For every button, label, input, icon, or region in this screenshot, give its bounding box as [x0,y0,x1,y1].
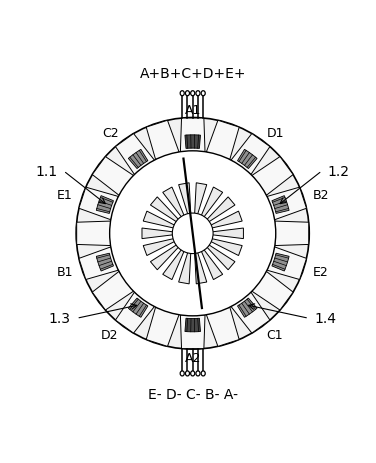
Circle shape [191,92,195,96]
Polygon shape [185,136,200,149]
Text: C1: C1 [267,328,284,341]
Text: A2: A2 [185,351,201,364]
Polygon shape [180,315,205,349]
Polygon shape [195,252,207,284]
Polygon shape [272,254,289,271]
Text: E1: E1 [57,189,73,202]
Polygon shape [143,239,175,256]
Polygon shape [231,293,270,333]
Polygon shape [146,307,179,347]
Text: C2: C2 [102,126,119,139]
Ellipse shape [76,118,309,350]
Polygon shape [142,229,173,239]
Circle shape [185,92,190,96]
Polygon shape [210,212,242,229]
Polygon shape [79,247,118,280]
Polygon shape [275,222,309,246]
Text: A+B+C+D+E+: A+B+C+D+E+ [139,67,246,81]
Polygon shape [212,229,243,239]
Text: D1: D1 [267,126,284,139]
Text: 1.1: 1.1 [35,164,58,178]
Text: 1.4: 1.4 [315,312,337,325]
Polygon shape [238,150,257,169]
Polygon shape [267,247,306,280]
Polygon shape [206,307,239,347]
Polygon shape [128,150,148,169]
Polygon shape [180,119,205,152]
Circle shape [201,92,205,96]
Polygon shape [96,196,114,214]
Polygon shape [150,197,179,223]
Polygon shape [179,252,191,284]
Circle shape [180,92,184,96]
Polygon shape [128,299,148,318]
Polygon shape [231,134,270,175]
Polygon shape [185,319,200,332]
Polygon shape [163,188,184,218]
Polygon shape [201,188,223,218]
Polygon shape [210,239,242,256]
Text: E- D- C- B- A-: E- D- C- B- A- [148,387,238,401]
Circle shape [185,371,190,376]
Polygon shape [143,212,175,229]
Polygon shape [92,272,133,310]
Polygon shape [252,157,293,196]
Polygon shape [150,245,179,270]
Polygon shape [79,188,118,220]
Circle shape [201,371,205,376]
Polygon shape [206,197,235,223]
Text: A1: A1 [185,104,201,117]
Polygon shape [206,121,239,160]
Ellipse shape [172,213,213,254]
Polygon shape [96,254,114,271]
Polygon shape [267,188,306,220]
Polygon shape [206,245,235,270]
Text: B2: B2 [312,189,329,202]
Ellipse shape [110,151,276,316]
Circle shape [196,371,200,376]
Circle shape [180,371,184,376]
Text: D2: D2 [101,328,119,341]
Text: B1: B1 [56,266,73,279]
Polygon shape [272,196,289,214]
Circle shape [191,371,195,376]
Polygon shape [201,250,223,280]
Polygon shape [115,134,155,175]
Polygon shape [146,121,179,160]
Polygon shape [92,157,133,196]
Circle shape [196,92,200,96]
Polygon shape [252,272,293,310]
Polygon shape [238,299,257,318]
Text: 1.3: 1.3 [49,312,70,325]
Polygon shape [163,250,184,280]
Polygon shape [115,293,155,333]
Polygon shape [195,183,207,215]
Polygon shape [77,222,111,246]
Polygon shape [179,183,191,215]
Text: E2: E2 [312,266,328,279]
Ellipse shape [173,215,212,253]
Text: 1.2: 1.2 [328,164,350,178]
